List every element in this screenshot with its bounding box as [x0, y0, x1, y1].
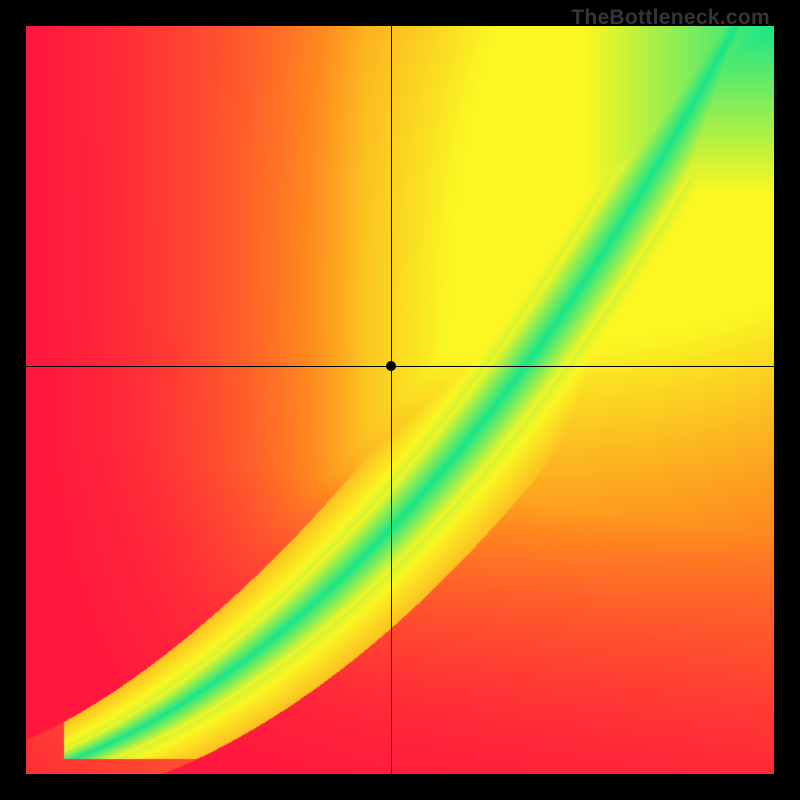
crosshair-marker [386, 361, 396, 371]
plot-area [26, 26, 774, 774]
heatmap-canvas [26, 26, 774, 774]
watermark: TheBottleneck.com [571, 6, 770, 30]
chart-container: TheBottleneck.com [0, 0, 800, 800]
crosshair-vertical [391, 26, 392, 774]
crosshair-horizontal [26, 366, 774, 367]
